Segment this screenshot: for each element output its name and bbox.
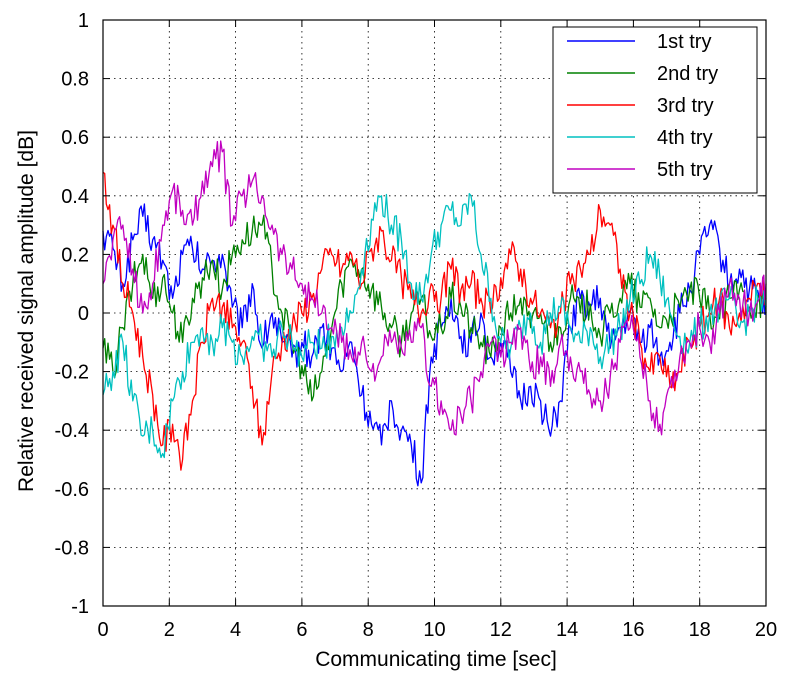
x-tick-label: 6 <box>296 619 307 641</box>
legend-label-3rd-try: 3rd try <box>657 95 714 117</box>
grid-lines <box>103 20 766 606</box>
legend-box <box>552 26 758 194</box>
y-tick-labels: 1 0.8 0.6 0.4 0.2 0 -0.2 -0.4 -0.6 -0.8 -1 <box>55 10 89 618</box>
y-tick-label: -0.8 <box>55 537 89 559</box>
y-tick-label: -0.2 <box>55 362 89 384</box>
x-tick-label: 14 <box>556 619 578 641</box>
tick-marks <box>102 19 767 607</box>
x-tick-label: 4 <box>230 619 241 641</box>
series-lines <box>102 140 767 487</box>
x-axis-label: Communicating time [sec] <box>315 648 557 671</box>
series-line-3rd-try <box>102 171 767 471</box>
legend-label-2nd-try: 2nd try <box>657 63 718 85</box>
y-tick-label: 0.6 <box>61 127 89 149</box>
x-tick-label: 12 <box>490 619 512 641</box>
y-tick-label: -0.4 <box>55 420 89 442</box>
y-tick-label: 1 <box>78 10 89 32</box>
x-tick-label: 20 <box>755 619 777 641</box>
x-tick-label: 10 <box>423 619 445 641</box>
series-line-4th-try <box>102 193 767 459</box>
x-tick-label: 18 <box>689 619 711 641</box>
legend-label-4th-try: 4th try <box>657 127 713 149</box>
x-tick-label: 2 <box>164 619 175 641</box>
y-tick-label: 0.8 <box>61 69 89 91</box>
x-tick-labels: 0 2 4 6 8 10 12 14 16 18 20 <box>97 619 777 641</box>
series-line-2nd-try <box>102 214 767 402</box>
y-tick-label: 0.4 <box>61 186 89 208</box>
series-line-1st-try <box>102 203 767 487</box>
series-line-5th-try <box>102 140 767 436</box>
y-tick-label: -0.6 <box>55 479 89 501</box>
legend: 1st try 2nd try 3rd try 4th try 5th try <box>552 26 758 194</box>
x-tick-label: 8 <box>363 619 374 641</box>
legend-label-5th-try: 5th try <box>657 159 713 181</box>
y-axis-label: Relative received signal amplitude [dB] <box>15 130 38 492</box>
x-tick-label: 16 <box>622 619 644 641</box>
legend-label-1st-try: 1st try <box>657 31 711 53</box>
y-tick-label: 0 <box>78 303 89 325</box>
x-tick-label: 0 <box>97 619 108 641</box>
y-tick-label: 0.2 <box>61 244 89 266</box>
y-tick-label: -1 <box>71 596 89 618</box>
